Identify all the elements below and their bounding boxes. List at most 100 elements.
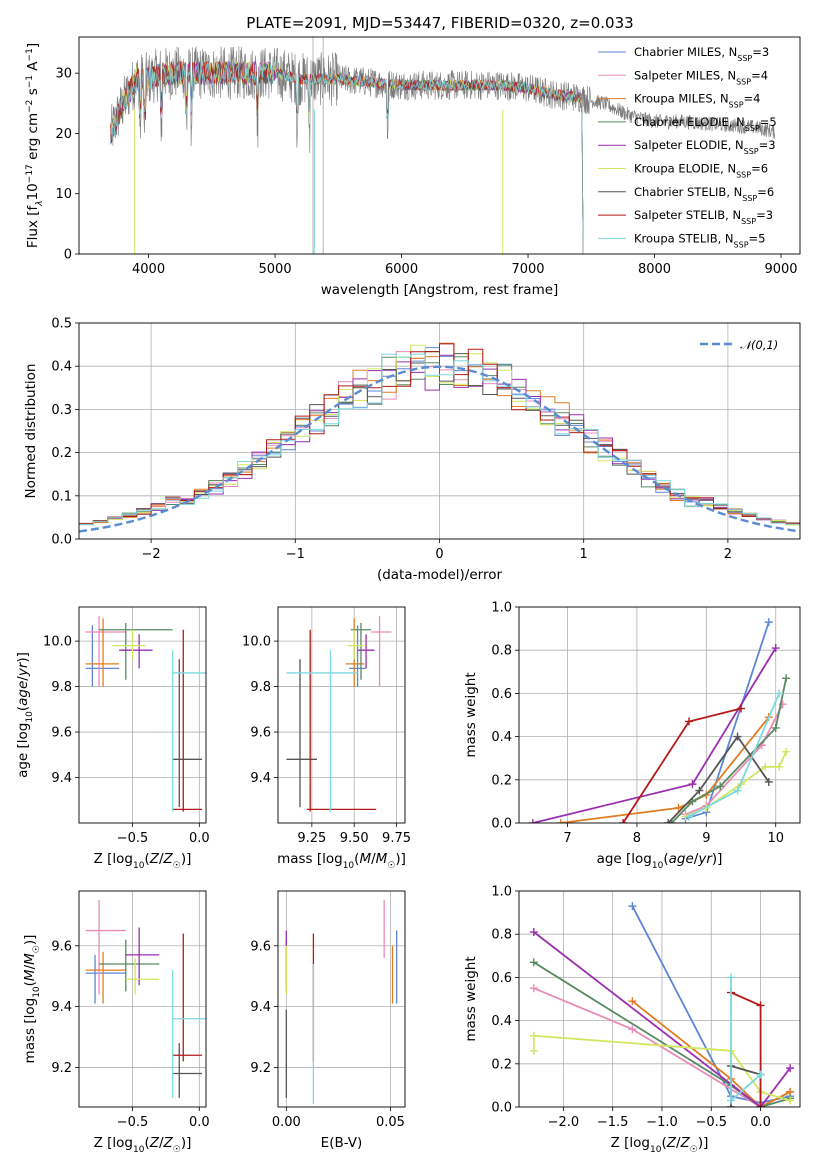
x-tick-label: 7000 — [511, 262, 544, 277]
x-axis-label: E(B-V) — [321, 1135, 363, 1151]
age_vs_mass-plot-area — [278, 607, 405, 823]
weight-line — [688, 693, 781, 818]
x-axis-label: (data-model)/error — [377, 567, 503, 583]
y-axis-label: mass weight — [463, 956, 479, 1041]
axes-frame — [277, 606, 406, 824]
x-axis-label: mass [log10(M/M☉)] — [277, 851, 406, 871]
x-tick-label: −0.5 — [117, 1115, 149, 1130]
weight_vs_age-panel: 7 8 9 10 0.0 0.2 0.4 0.6 0.8 1.0 age [log10(age/yr… — [463, 601, 801, 871]
x-tick-label: 9.50 — [340, 831, 369, 846]
weight-marker — [733, 786, 742, 795]
legend-label: Salpeter STELIB, NSSP=3 — [634, 208, 773, 226]
weight-marker — [529, 928, 538, 937]
legend-label: Salpeter ELODIE, NSSP=3 — [634, 138, 776, 156]
y-tick-label: 0.5 — [51, 317, 72, 332]
y-tick-label: 1.0 — [491, 601, 512, 616]
axes-frame — [518, 890, 801, 1108]
y-tick-label: 0.2 — [491, 1057, 512, 1072]
y-tick-label: 0.8 — [491, 644, 512, 659]
axes-frame — [78, 36, 801, 255]
weight-line — [685, 621, 770, 820]
weight-marker — [674, 803, 683, 812]
x-tick-label: 0 — [435, 547, 443, 562]
x-tick-label: 9.25 — [297, 831, 326, 846]
weight-marker — [771, 644, 780, 653]
y-tick-label: 0 — [64, 248, 72, 263]
residual_histogram-panel: −2 −1 0 1 2 0.0 0.1 0.2 0.3 0.4 0.5 (data-model)/er… — [23, 317, 801, 583]
x-tick-label: −1.5 — [597, 1115, 629, 1130]
x-tick-label: 0.00 — [272, 1115, 301, 1130]
model-spectrum — [110, 60, 584, 254]
weight-marker — [756, 1103, 765, 1107]
y-tick-label: 0.4 — [491, 730, 512, 745]
y-tick-label: 0.4 — [491, 1014, 512, 1029]
mass_vs_ebv-panel: 0.00 0.05 9.2 9.4 9.6 E(B-V) — [250, 890, 406, 1151]
x-tick-label: −0.5 — [117, 831, 149, 846]
legend-label: Chabrier ELODIE, NSSP=5 — [634, 115, 777, 132]
x-tick-label: 9 — [702, 831, 710, 846]
y-tick-label: 0.0 — [51, 533, 72, 548]
weight-marker — [775, 762, 784, 771]
axes-frame — [78, 606, 207, 824]
data-spectrum — [110, 46, 775, 154]
y-tick-label: 9.4 — [250, 1000, 271, 1015]
weight-marker — [756, 1070, 765, 1079]
x-tick-label: −1.0 — [646, 1115, 678, 1130]
weight-marker — [764, 777, 773, 786]
y-tick-label: 10.0 — [43, 635, 72, 650]
weight-line — [667, 735, 770, 823]
x-axis-label: Z [log10(Z/Z☉)] — [611, 1135, 709, 1155]
weight-marker — [771, 723, 780, 732]
x-tick-label: −2 — [142, 547, 161, 562]
weight-marker — [556, 819, 565, 823]
x-tick-label: 9000 — [764, 262, 797, 277]
y-tick-label: 9.2 — [250, 1061, 271, 1076]
age_vs_Z-plot-area — [79, 607, 206, 823]
y-tick-label: 0.4 — [51, 360, 72, 375]
x-axis-label: Z [log10(Z/Z☉)] — [94, 851, 192, 871]
weight-line — [532, 647, 777, 823]
y-axis-label: mass weight — [463, 672, 479, 757]
y-tick-label: 9.8 — [51, 680, 72, 695]
mass_vs_Z-plot-area — [79, 891, 206, 1107]
y-tick-label: 9.4 — [51, 1000, 72, 1015]
weight_vs_age-plot-area — [519, 607, 800, 823]
y-tick-label: 9.6 — [51, 939, 72, 954]
y-tick-label: 0.2 — [491, 773, 512, 788]
histogram-step — [79, 353, 800, 525]
legend-label: Kroupa ELODIE, NSSP=6 — [634, 162, 768, 180]
y-tick-label: 9.4 — [51, 771, 72, 786]
residual_histogram-plot-area — [79, 323, 800, 539]
weight-marker — [684, 717, 693, 726]
x-tick-label: 0.0 — [189, 1115, 210, 1130]
weight-marker — [529, 984, 538, 993]
x-axis-label: wavelength [Angstrom, rest frame] — [321, 282, 559, 298]
age_vs_Z-panel: −0.5 0.0 9.4 9.6 9.8 10.0 Z [log10(Z/Z☉)] age [… — [15, 606, 210, 871]
weight-line — [631, 1000, 791, 1107]
weight-marker — [726, 1096, 735, 1105]
x-tick-label: −0.5 — [695, 1115, 727, 1130]
legend-label: Salpeter MILES, NSSP=4 — [634, 68, 768, 86]
weight-line — [533, 931, 791, 1107]
y-tick-label: 9.4 — [250, 771, 271, 786]
weight_vs_Z-plot-area — [519, 891, 800, 1107]
axes-frame — [277, 890, 406, 1108]
weight-marker — [688, 780, 697, 789]
weight-marker — [529, 958, 538, 967]
weight-marker — [737, 704, 746, 713]
y-tick-label: 0.1 — [51, 489, 72, 504]
y-tick-label: 20 — [55, 127, 72, 142]
weight-marker — [775, 689, 784, 698]
legend-label: Kroupa MILES, NSSP=4 — [634, 92, 760, 110]
weight-marker — [528, 819, 537, 823]
figure-title: PLATE=2091, MJD=53447, FIBERID=0320, z=0… — [246, 14, 633, 32]
x-tick-label: 8 — [633, 831, 641, 846]
legend-label: Kroupa STELIB, NSSP=5 — [634, 231, 765, 249]
y-tick-label: 0.8 — [491, 928, 512, 943]
y-axis-label: Normed distribution — [23, 364, 39, 499]
y-tick-label: 10.0 — [242, 635, 271, 650]
x-tick-label: 0.0 — [750, 1115, 771, 1130]
weight-marker — [761, 762, 770, 771]
gaussian-curve — [79, 365, 800, 533]
